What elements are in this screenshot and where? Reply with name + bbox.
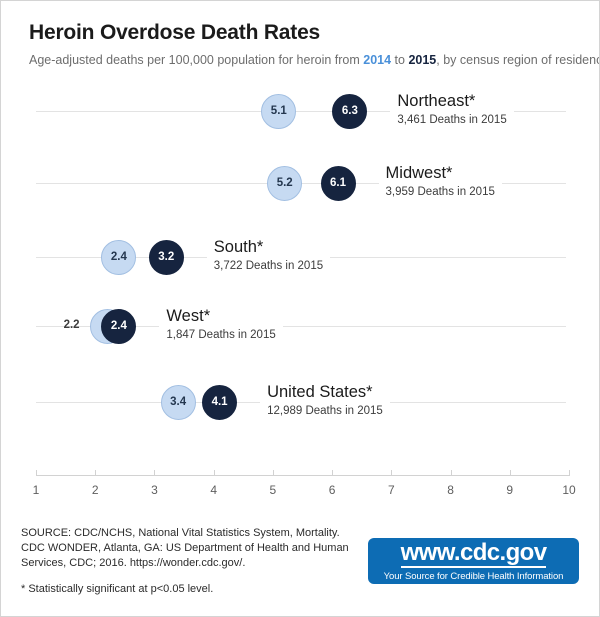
region-name: Northeast* (397, 92, 476, 110)
axis-tick-label: 7 (387, 483, 395, 497)
axis-tick (509, 470, 511, 476)
significance-footnote: * Statistically significant at p<0.05 le… (21, 583, 214, 595)
subtitle-year-2015: 2015 (408, 53, 437, 67)
page-title: Heroin Overdose Death Rates (29, 21, 321, 44)
row-label-group: West* 1,847 Deaths in 2015 (159, 307, 283, 343)
region-deaths-count: 1,847 Deaths in 2015 (166, 329, 276, 341)
row-label-group: Midwest* 3,959 Deaths in 2015 (378, 164, 502, 200)
data-dot-2015[interactable]: 3.2 (148, 239, 184, 275)
cdc-logo-tagline: Your Source for Credible Health Informat… (383, 571, 564, 582)
subtitle-text-post: , by census region of residence (436, 53, 600, 67)
chart-row: 3.4 4.1 United States* 12,989 Deaths in 201… (1, 367, 599, 437)
axis-tick (36, 470, 37, 476)
cdc-logo-url: www.cdc.gov (400, 539, 547, 568)
data-dot-2014[interactable]: 3.4 (160, 384, 196, 420)
axis-tick (95, 470, 97, 476)
axis-tick (213, 470, 215, 476)
data-dot-2014[interactable]: 5.2 (267, 165, 303, 201)
axis-tick-label: 4 (210, 483, 217, 497)
region-deaths-count: 12,989 Deaths in 2015 (267, 405, 383, 417)
region-deaths-count: 3,959 Deaths in 2015 (385, 186, 495, 198)
data-dot-2014[interactable]: 2.4 (101, 239, 137, 275)
data-dot-2014[interactable]: 5.1 (261, 93, 297, 129)
axis-tick-label: 2 (91, 483, 99, 497)
axis-tick (272, 470, 274, 476)
data-dot-2015[interactable]: 6.1 (320, 165, 356, 201)
subtitle-text-pre: Age-adjusted deaths per 100,000 populati… (29, 53, 364, 67)
row-gridline (36, 326, 566, 327)
row-label-group: South* 3,722 Deaths in 2015 (206, 238, 331, 274)
axis-tick-label: 9 (506, 483, 514, 497)
data-dot-2015[interactable]: 2.4 (101, 308, 137, 344)
page-subtitle: Age-adjusted deaths per 100,000 populati… (29, 53, 600, 67)
axis-tick (450, 470, 452, 476)
axis-tick-label: 10 (562, 483, 576, 497)
row-gridline (36, 111, 566, 112)
region-deaths-count: 3,461 Deaths in 2015 (397, 114, 507, 126)
axis-tick-label: 8 (447, 483, 454, 497)
source-citation: SOURCE: CDC/NCHS, National Vital Statist… (21, 527, 349, 569)
subtitle-year-2014: 2014 (363, 53, 392, 67)
axis-tick-label: 5 (269, 483, 277, 497)
region-name: West* (166, 307, 211, 325)
axis-tick (332, 470, 334, 476)
data-dot-2015[interactable]: 6.3 (332, 93, 368, 129)
x-axis: 1 2 3 4 5 6 7 8 9 10 (33, 470, 576, 497)
axis-tick-label: 3 (151, 483, 158, 497)
chart-row: 2.4 3.2 South* 3,722 Deaths in 2015 (1, 222, 599, 292)
chart-row: 5.2 6.1 Midwest* 3,959 Deaths in 2015 (1, 148, 599, 218)
axis-tick (154, 470, 156, 476)
axis-tick-label: 6 (328, 483, 336, 497)
axis-tick (569, 470, 570, 476)
cdc-logo[interactable]: www.cdc.gov Your Source for Credible Hea… (368, 538, 579, 584)
subtitle-text-mid: to (391, 53, 409, 67)
region-name: United States* (267, 383, 373, 401)
axis-tick (391, 470, 393, 476)
chart-row: 5.1 6.3 Northeast* 3,461 Deaths in 2015 (1, 76, 599, 146)
row-label-group: Northeast* 3,461 Deaths in 2015 (390, 92, 514, 128)
data-dot-2015[interactable]: 4.1 (202, 384, 238, 420)
region-name: South* (213, 238, 264, 256)
region-deaths-count: 3,722 Deaths in 2015 (213, 260, 324, 272)
axis-tick-label: 1 (32, 483, 40, 497)
region-name: Midwest* (385, 164, 453, 182)
data-label-2014-outside: 2.2 (63, 319, 80, 331)
row-label-group: United States* 12,989 Deaths in 2015 (260, 383, 390, 419)
